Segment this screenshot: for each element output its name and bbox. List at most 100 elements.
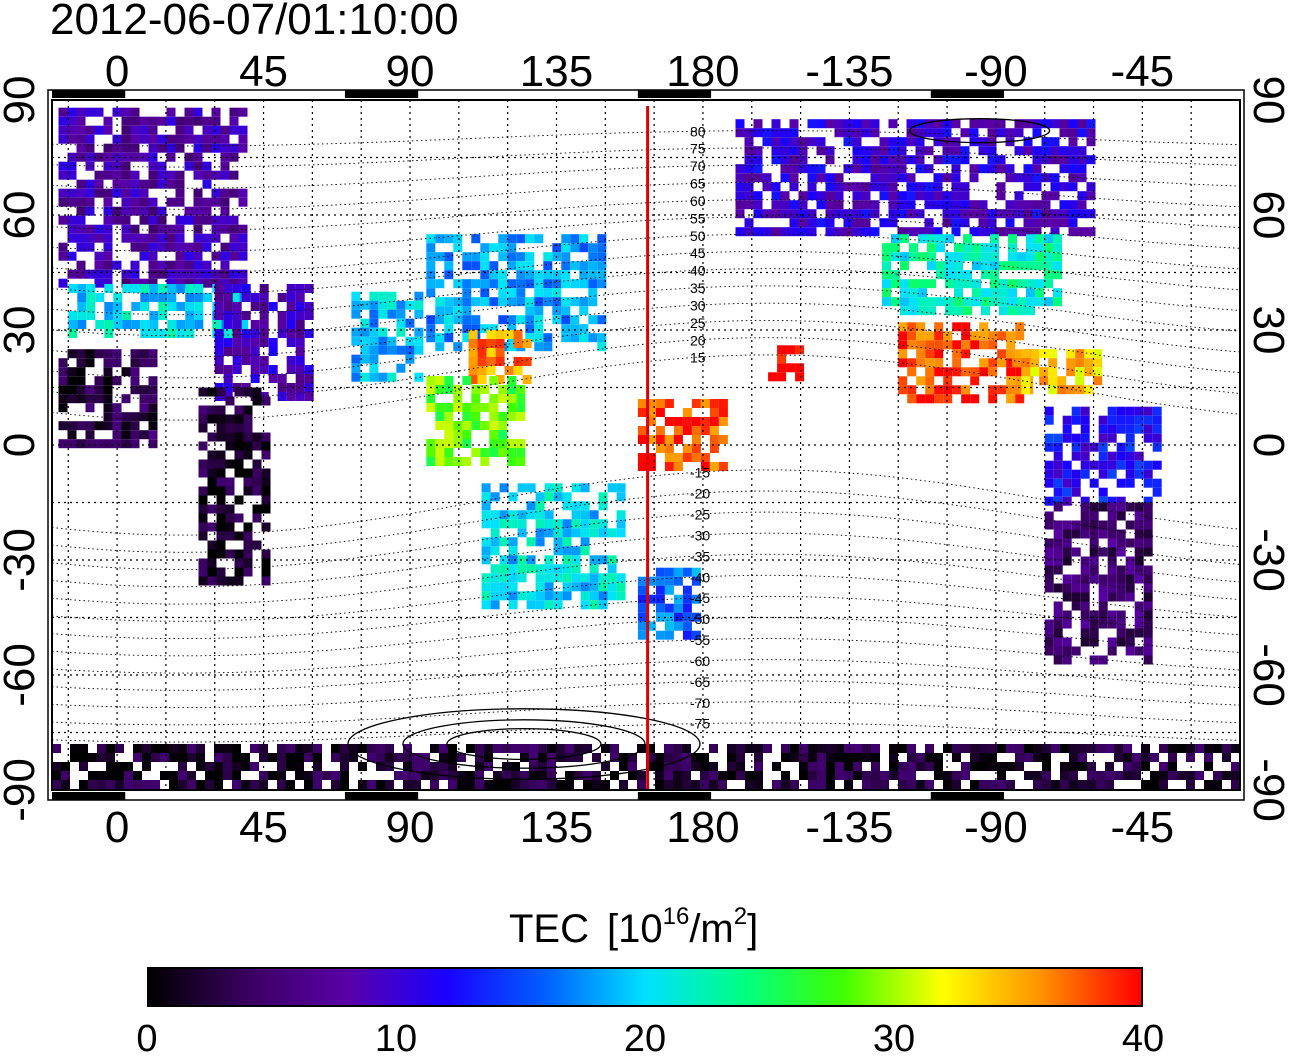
tec-cell — [780, 137, 790, 147]
tec-cell — [691, 399, 701, 408]
tec-cell — [960, 200, 970, 210]
tec-cell — [951, 218, 961, 228]
tec-cell — [358, 780, 367, 789]
tec-cell — [1068, 164, 1078, 174]
tec-cell — [1026, 234, 1035, 244]
tec-cell — [943, 394, 953, 404]
tec-cell — [234, 459, 244, 469]
tec-cell — [130, 224, 140, 234]
tec-cell — [167, 329, 177, 338]
tec-cell — [1093, 349, 1103, 359]
tec-cell — [286, 365, 296, 374]
bottom-lon-tick: 45 — [239, 803, 289, 852]
tec-cell — [897, 146, 907, 156]
tec-cell — [1014, 200, 1024, 210]
tec-cell — [471, 315, 481, 325]
tec-cell — [834, 182, 844, 192]
tec-cell — [193, 116, 203, 126]
tec-cell — [534, 270, 544, 280]
tec-cell — [502, 771, 511, 780]
tec-cell — [588, 261, 598, 271]
tec-cell — [1030, 358, 1040, 368]
tec-cell — [225, 531, 235, 541]
tec-cell — [198, 522, 208, 532]
tec-cell — [202, 242, 212, 252]
tec-cell — [193, 251, 203, 261]
tec-cell — [243, 477, 253, 487]
tec-cell — [1066, 349, 1076, 359]
tec-cell — [1150, 771, 1159, 780]
tec-cell — [169, 771, 178, 780]
tec-cell — [508, 546, 518, 556]
tec-cell — [1077, 200, 1087, 210]
tec-cell — [682, 771, 691, 780]
tec-cell — [570, 243, 580, 253]
tec-cell — [241, 780, 250, 789]
tec-cell — [498, 297, 508, 307]
tec-cell — [1077, 191, 1087, 201]
tec-cell — [580, 537, 590, 547]
tec-cell — [340, 753, 349, 762]
tec-cell — [67, 116, 77, 126]
tec-cell — [86, 284, 96, 293]
tec-cell — [1062, 574, 1072, 584]
tec-cell — [507, 234, 517, 244]
tec-cell — [214, 356, 224, 365]
tec-cell — [916, 322, 926, 332]
tec-cell — [462, 412, 472, 421]
tec-cell — [193, 107, 203, 117]
tec-cell — [58, 188, 68, 198]
tec-cell — [1125, 646, 1135, 656]
tec-cell — [88, 753, 97, 762]
tec-cell — [561, 324, 571, 334]
tec-cell — [771, 227, 781, 237]
tec-cell — [187, 753, 196, 762]
tec-cell — [664, 399, 674, 408]
tec-cell — [97, 744, 106, 753]
tec-cell — [480, 324, 490, 334]
tec-cell — [351, 291, 361, 301]
tec-cell — [655, 771, 664, 780]
tec-cell — [918, 306, 927, 316]
tec-cell — [619, 780, 628, 789]
tec-cell — [396, 309, 406, 319]
tec-cell — [480, 279, 490, 289]
tec-cell — [807, 173, 817, 183]
tec-cell — [1053, 502, 1063, 512]
tec-cell — [1017, 261, 1026, 271]
tec-cell — [547, 771, 556, 780]
top-lon-tick: -90 — [964, 47, 1028, 96]
tec-cell — [520, 771, 529, 780]
tec-cell — [522, 375, 532, 384]
tec-cell — [238, 134, 248, 144]
tec-cell — [915, 227, 925, 237]
tec-cell — [1084, 385, 1094, 395]
tec-cell — [825, 146, 835, 156]
tec-cell — [507, 261, 517, 271]
tec-cell — [1006, 780, 1015, 789]
tec-cell — [978, 164, 988, 174]
tec-cell — [507, 403, 517, 412]
tec-cell — [1116, 424, 1126, 434]
tec-cell — [943, 367, 953, 377]
tec-cell — [243, 567, 253, 577]
tec-cell — [700, 453, 710, 462]
colorbar-tick: 20 — [623, 1018, 667, 1060]
tec-cell — [780, 164, 790, 174]
tec-cell — [942, 200, 952, 210]
tec-cell — [1080, 424, 1090, 434]
tec-cell — [655, 408, 665, 417]
tec-cell — [378, 300, 388, 310]
tec-cell — [780, 173, 790, 183]
tec-cell — [1041, 137, 1051, 147]
tec-cell — [637, 453, 647, 462]
tec-cell — [157, 215, 167, 225]
tec-cell — [1071, 442, 1081, 452]
tec-cell — [493, 771, 502, 780]
tec-cell — [1068, 227, 1078, 237]
tec-cell — [927, 279, 936, 289]
tec-cell — [933, 227, 943, 237]
tec-cell — [214, 753, 223, 762]
tec-cell — [76, 179, 86, 189]
tec-cell — [1098, 460, 1108, 470]
